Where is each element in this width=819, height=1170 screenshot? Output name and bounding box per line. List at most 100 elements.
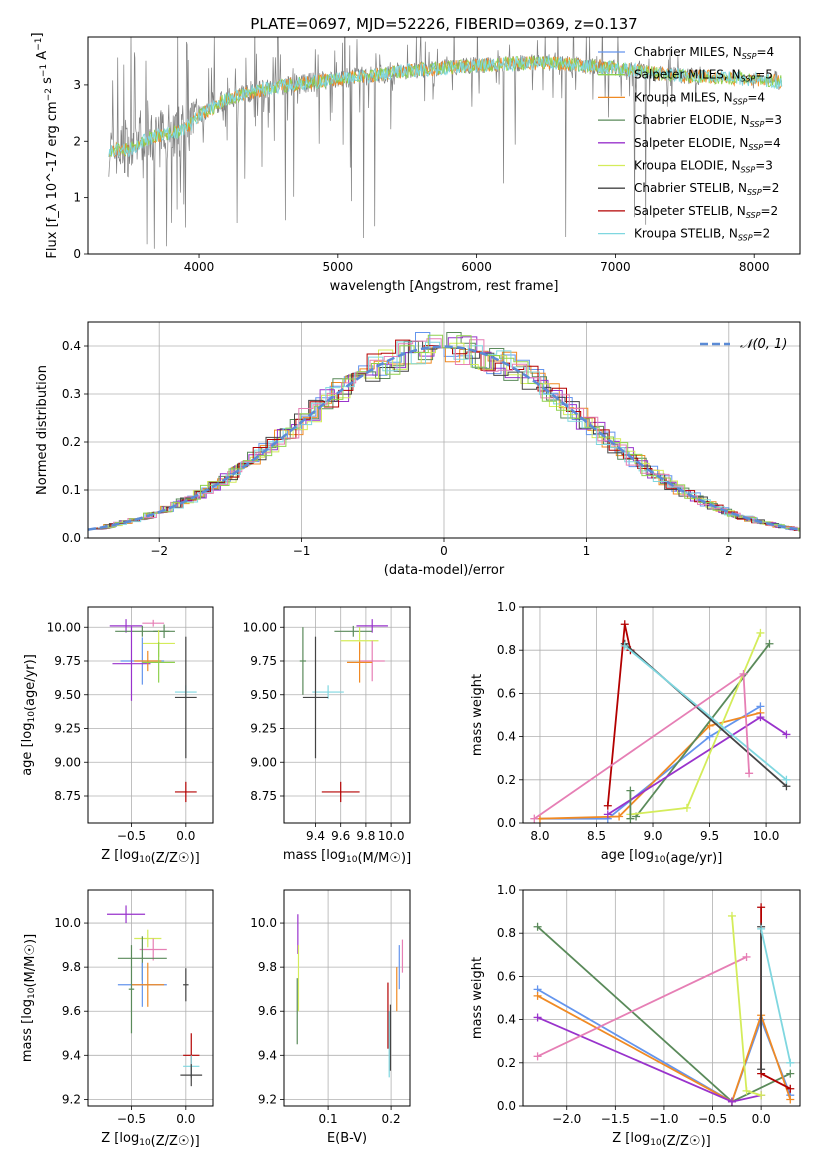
x-axis-label: age [log10(age/yr)] [601, 848, 723, 866]
series-marker [757, 1091, 766, 1100]
series-marker [682, 803, 691, 812]
x-tick-label: 0.1 [319, 1112, 338, 1126]
y-tick-label: 8.75 [250, 789, 277, 803]
series-marker [745, 769, 754, 778]
y-tick-label: 0.2 [497, 1056, 516, 1070]
y-tick-label: 10.0 [54, 916, 81, 930]
x-tick-label: 9.5 [700, 829, 719, 843]
series-line [635, 643, 771, 818]
label-part: log [630, 1131, 650, 1146]
plot-area-weight_vs_age [530, 620, 791, 823]
panel-weight_vs_age: 8.0 8.5 9.0 9.5 10.0 0.0 0.2 0.4 0.6 0.8 1.0 age [l… [470, 600, 801, 866]
y-tick-label: 1.0 [497, 883, 516, 897]
label-part: (M/M☉)] [357, 851, 411, 866]
x-tick-label: 8000 [739, 260, 770, 274]
x-axis-label: wavelength [Angstrom, rest frame] [330, 279, 559, 294]
series-marker [786, 1084, 795, 1093]
legend-entry: Kroupa ELODIE, NSSP=3 [634, 159, 773, 175]
y-axis-label: age [log10(age/yr)] [20, 654, 38, 776]
y-tick-label: 0.2 [62, 435, 81, 449]
y-tick-label: 1.0 [497, 600, 516, 614]
x-tick-label: −2 [150, 544, 168, 558]
y-tick-label: 9.50 [250, 688, 277, 702]
x-tick-label: 7000 [600, 260, 631, 274]
series-marker [757, 1065, 766, 1074]
label-part: wavelength [Angstrom, rest frame] [330, 279, 559, 294]
label-part: Z [ [612, 1131, 630, 1146]
label-part: mass [ [20, 1019, 35, 1062]
series-marker [615, 812, 624, 821]
x-tick-label: 9.8 [356, 829, 375, 843]
legend-value: =4 [763, 136, 781, 150]
x-axis-label: mass [log10(M/M☉)] [283, 848, 411, 866]
x-tick-label: −2.0 [552, 1112, 581, 1126]
legend-entry: Salpeter ELODIE, NSSP=4 [634, 136, 781, 152]
y-tick-label: 0.0 [62, 531, 81, 545]
y-tick-label: 0.2 [497, 773, 516, 787]
label-part: (data-model)/error [384, 563, 505, 578]
series-marker [533, 1052, 542, 1061]
label-subscript: 10 [346, 855, 358, 865]
x-tick-label: 0.0 [176, 1112, 195, 1126]
label-part: age [ [601, 848, 634, 863]
y-tick-label: 9.4 [62, 1048, 81, 1062]
y-tick-label: 0.4 [497, 730, 516, 744]
series-line [537, 956, 747, 1058]
panel-residuals: −2 −1 0 1 2 0.0 0.1 0.2 0.3 0.4 𝒩(0, 1) (data-model… [35, 321, 801, 578]
label-part: mass weight [470, 674, 485, 756]
y-axis-label: Normed distribution [35, 365, 50, 495]
y-tick-label: 9.00 [250, 755, 277, 769]
plot-area-age_vs_Z [109, 619, 197, 803]
label-part: (Z/Z☉)] [662, 1134, 711, 1149]
label-part: log [634, 848, 654, 863]
label-subscript: 10 [139, 1138, 151, 1148]
y-tick-label: 0.1 [62, 483, 81, 497]
y-axis-label: mass [log10(M/M☉)] [20, 934, 38, 1062]
x-tick-label: −1.0 [649, 1112, 678, 1126]
x-tick-label: −1 [293, 544, 311, 558]
y-tick-label: 0 [73, 247, 81, 261]
x-tick-label: 8.5 [587, 829, 606, 843]
legend-subscript: SSP [741, 75, 756, 84]
y-tick-label: 9.6 [62, 1004, 81, 1018]
label-subscript: 10 [650, 1138, 662, 1148]
legend-value: =2 [753, 227, 771, 241]
y-tick-label: 9.8 [258, 960, 277, 974]
label-part: log [20, 999, 35, 1019]
label-part: log [119, 848, 139, 863]
series-marker [603, 801, 612, 810]
legend-value: =2 [762, 181, 780, 195]
series-marker [742, 1086, 751, 1095]
series-marker [757, 903, 766, 912]
series-marker [782, 730, 791, 739]
y-tick-label: 9.25 [54, 722, 81, 736]
x-tick-label: 10.0 [378, 829, 405, 843]
x-axis-label: Z [log10(Z/Z☉)] [101, 1131, 199, 1149]
legend-value: =3 [755, 159, 773, 173]
y-tick-label: 9.4 [258, 1048, 277, 1062]
axes-frame [87, 889, 214, 1107]
label-part: Z [ [101, 1131, 119, 1146]
legend-value: =4 [747, 90, 765, 104]
x-tick-label: 0.2 [382, 1112, 401, 1126]
y-axis-label: Flux [f_λ 10^-17 erg cm−2 s−1 A−1] [30, 32, 60, 258]
series-marker [742, 952, 751, 961]
series-marker [727, 911, 736, 920]
label-part: E(B-V) [327, 1131, 367, 1146]
gaussian-curve [88, 345, 800, 531]
y-tick-label: 10.0 [250, 916, 277, 930]
x-tick-label: −1.5 [601, 1112, 630, 1126]
axes-frame [87, 606, 214, 824]
y-tick-label: 9.25 [250, 722, 277, 736]
label-part: ] [30, 32, 45, 37]
legend-entry: Chabrier MILES, NSSP=4 [634, 45, 774, 61]
y-tick-label: 0.0 [497, 1099, 516, 1113]
label-part: log [119, 1131, 139, 1146]
legend-entry: Salpeter MILES, NSSP=5 [634, 68, 773, 84]
x-axis-label: Z [log10(Z/Z☉)] [612, 1131, 710, 1149]
y-tick-label: 0.8 [497, 926, 516, 940]
x-tick-label: 0.0 [176, 829, 195, 843]
y-tick-label: 9.8 [62, 960, 81, 974]
x-tick-label: 2 [725, 544, 733, 558]
